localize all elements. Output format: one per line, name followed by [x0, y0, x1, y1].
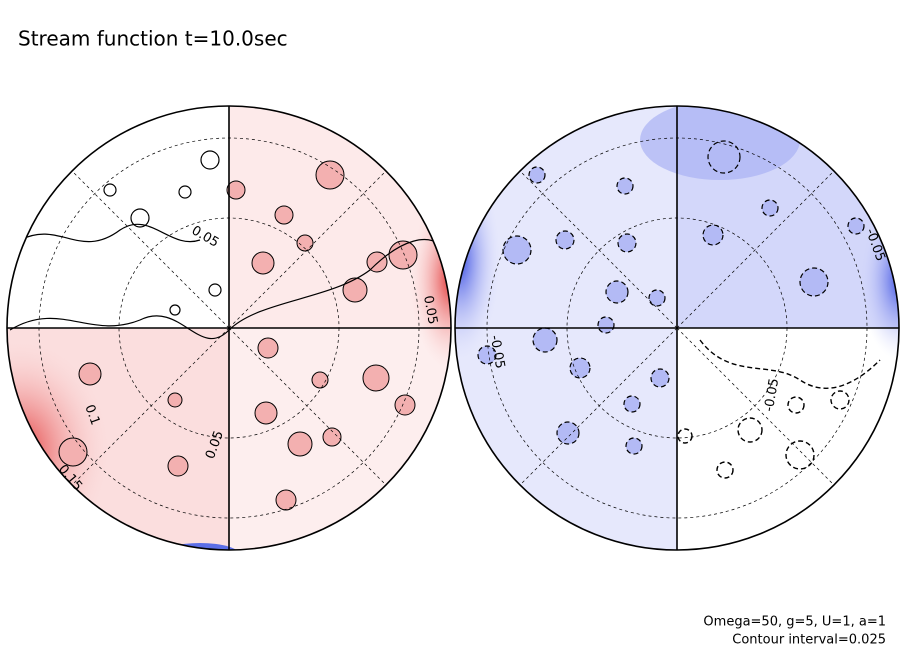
title: Stream function t=10.0sec: [18, 27, 288, 51]
hemisphere-frame: [6, 105, 900, 551]
annotation: Omega=50, g=5, U=1, a=1: [703, 615, 886, 630]
contour-labels: 0.050.050.050.10.15-0.05-0.05-0.05: [55, 223, 888, 494]
contour-label: 0.1: [81, 403, 102, 428]
contour-label: 0.05: [420, 294, 440, 325]
contour-label: -0.05: [487, 334, 508, 370]
annotation: Contour interval=0.025: [732, 633, 886, 648]
contour-label: -0.05: [762, 377, 783, 413]
